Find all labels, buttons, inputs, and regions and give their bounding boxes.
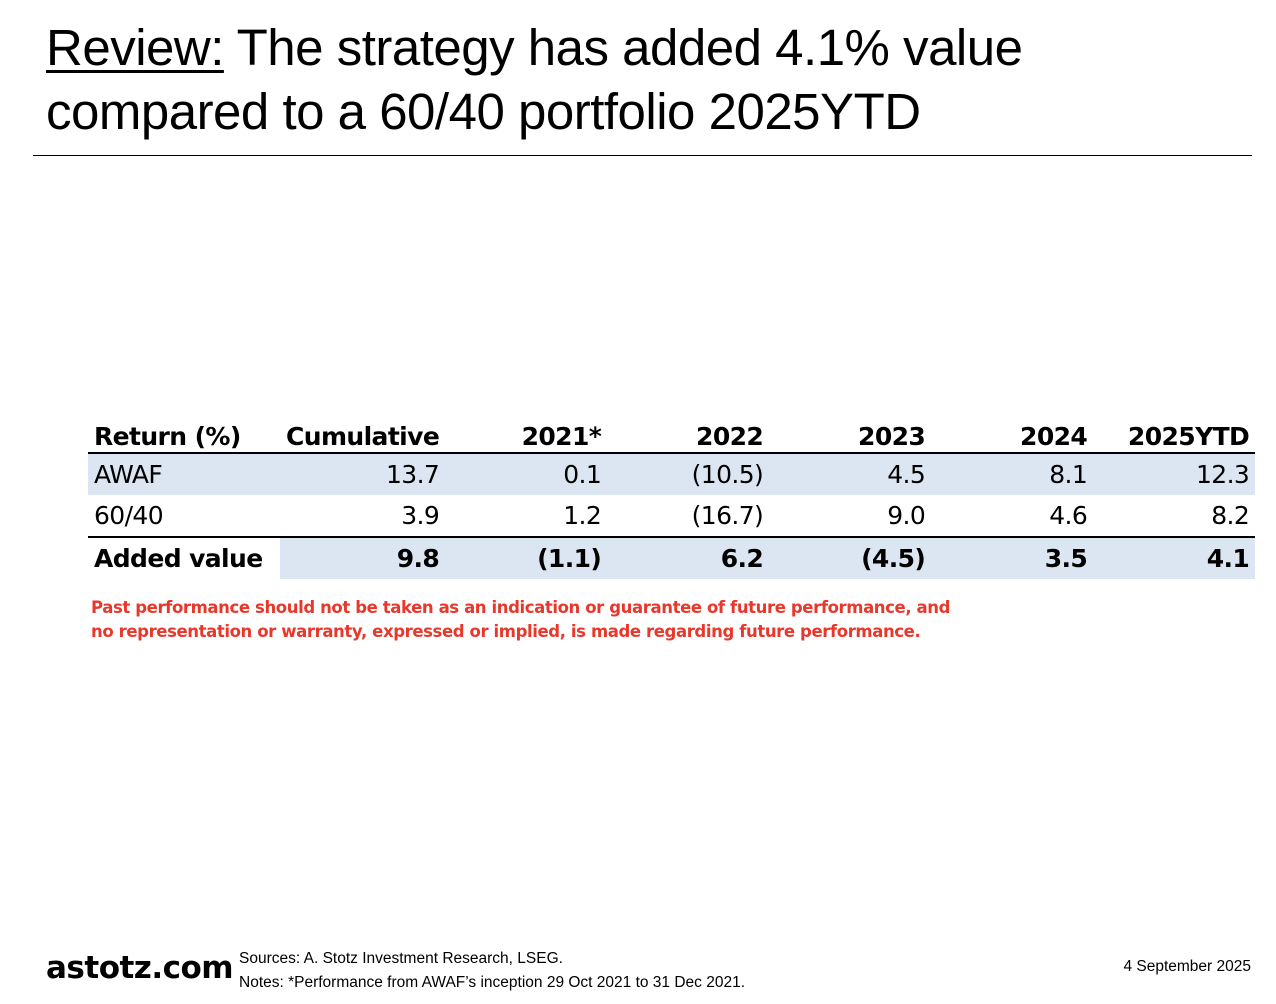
- row-label: Added value: [88, 537, 280, 579]
- cell-2025ytd: 4.1: [1093, 537, 1256, 579]
- page-title: Review: The strategy has added 4.1% valu…: [46, 16, 1246, 144]
- cell-2022: (16.7): [691, 501, 764, 530]
- table-row-added-value: Added value 9.8 (1.1) 6.2 (4.5) 3.5 4.1: [88, 537, 1256, 579]
- header-cumulative: Cumulative: [286, 422, 440, 451]
- cell-2024: 8.1: [931, 453, 1094, 495]
- table-header-row: Return (%) Cumulative 2021* 2022 2023 20…: [88, 414, 1256, 453]
- header-return: Return (%): [94, 422, 241, 451]
- cell-2025ytd: 12.3: [1093, 453, 1256, 495]
- title-line-2: compared to a 60/40 portfolio 2025YTD: [46, 83, 921, 140]
- title-prefix: Review:: [46, 19, 224, 76]
- brand-logo: astotz.com: [46, 950, 234, 986]
- cell-2022: 6.2: [607, 537, 770, 579]
- cell-2023: 9.0: [887, 501, 926, 530]
- title-line-1-text: The strategy has added 4.1% value: [223, 19, 1023, 76]
- cell-2025ytd: 8.2: [1211, 501, 1250, 530]
- returns-table: Return (%) Cumulative 2021* 2022 2023 20…: [88, 414, 1256, 579]
- disclaimer-line-2: no representation or warranty, expressed…: [91, 622, 921, 641]
- table-row-awaf: AWAF 13.7 0.1 (10.5) 4.5 8.1 12.3: [88, 453, 1256, 495]
- cell-2024: 4.6: [1049, 501, 1088, 530]
- cell-cumulative: 3.9: [401, 501, 440, 530]
- header-2024: 2024: [1020, 422, 1088, 451]
- header-2025ytd: 2025YTD: [1127, 422, 1250, 451]
- cell-2021: 1.2: [563, 501, 602, 530]
- cell-2021: (1.1): [445, 537, 608, 579]
- row-label: AWAF: [88, 453, 280, 495]
- table-row-6040: 60/40 3.9 1.2 (16.7) 9.0 4.6 8.2: [88, 495, 1255, 537]
- disclaimer-line-1: Past performance should not be taken as …: [91, 598, 951, 617]
- header-2021: 2021*: [521, 422, 602, 451]
- cell-2024: 3.5: [931, 537, 1094, 579]
- header-2022: 2022: [696, 422, 764, 451]
- footer-sources: Sources: A. Stotz Investment Research, L…: [239, 950, 563, 967]
- cell-2023: 4.5: [769, 453, 932, 495]
- cell-2021: 0.1: [445, 453, 608, 495]
- title-divider: [33, 155, 1252, 156]
- cell-cumulative: 9.8: [280, 537, 446, 579]
- footer-date: 4 September 2025: [1123, 958, 1251, 975]
- disclaimer: Past performance should not be taken as …: [91, 596, 951, 644]
- header-2023: 2023: [858, 422, 926, 451]
- row-label: 60/40: [94, 501, 164, 530]
- footer-note: Notes: *Performance from AWAF’s inceptio…: [239, 974, 746, 991]
- cell-2023: (4.5): [769, 537, 932, 579]
- cell-2022: (10.5): [607, 453, 770, 495]
- title-line-1: Review: The strategy has added 4.1% valu…: [46, 16, 1246, 80]
- footer-notes: Sources: A. Stotz Investment Research, L…: [239, 947, 745, 995]
- cell-cumulative: 13.7: [280, 453, 446, 495]
